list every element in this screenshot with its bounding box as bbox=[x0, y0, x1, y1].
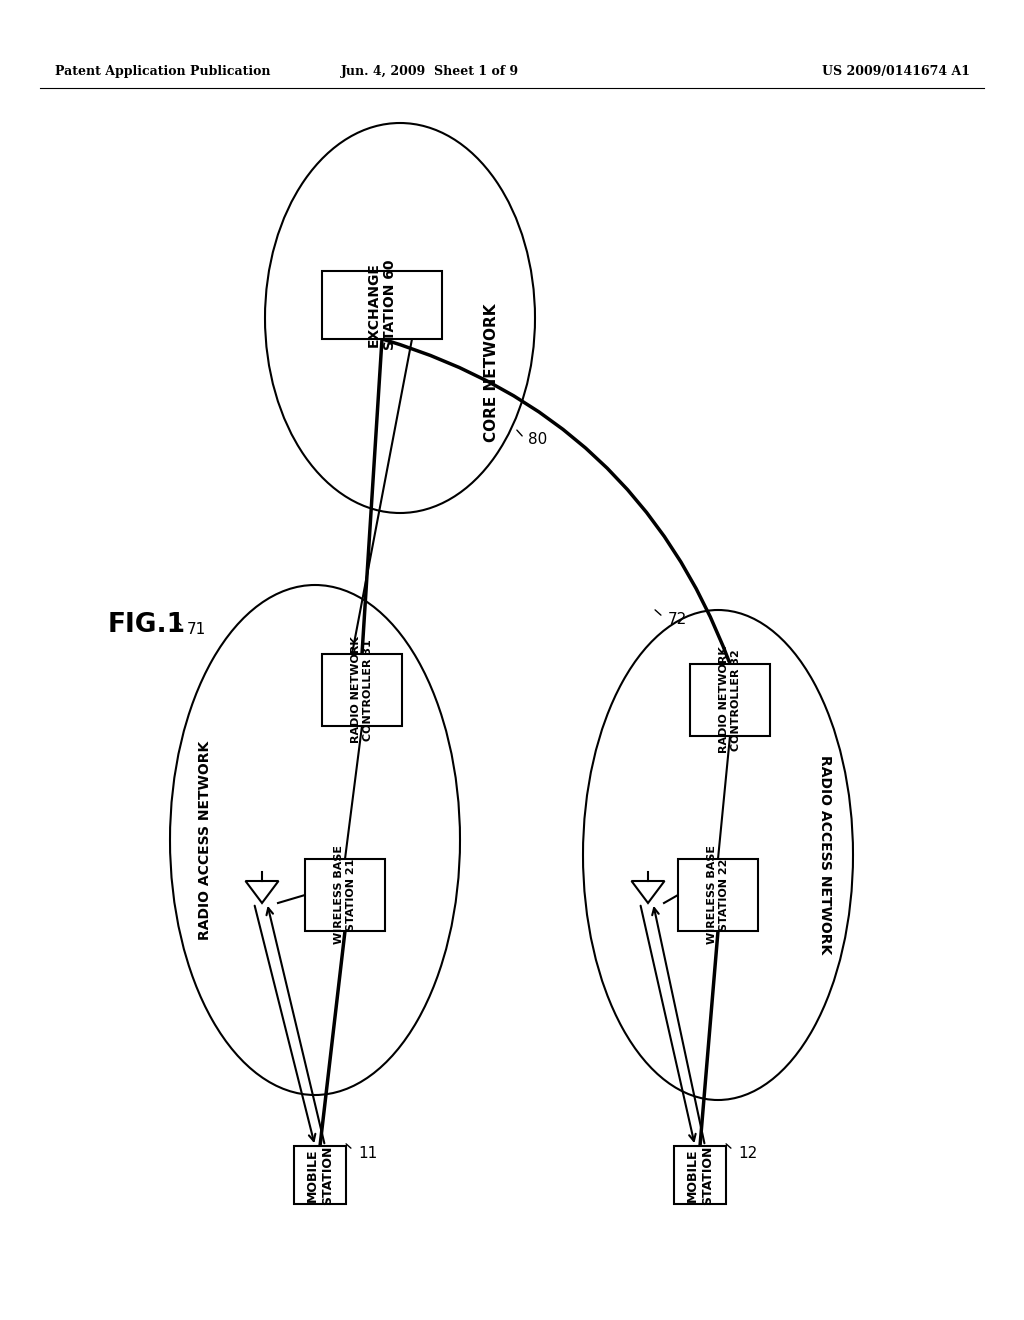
Text: 12: 12 bbox=[738, 1146, 758, 1160]
Text: MOBILE
STATION: MOBILE STATION bbox=[306, 1146, 334, 1205]
FancyBboxPatch shape bbox=[305, 859, 385, 931]
Text: Patent Application Publication: Patent Application Publication bbox=[55, 66, 270, 78]
Text: MOBILE
STATION: MOBILE STATION bbox=[686, 1146, 714, 1205]
Text: EXCHANGE
STATION 60: EXCHANGE STATION 60 bbox=[367, 260, 397, 350]
Text: RADIO NETWORK
CONTROLLER 32: RADIO NETWORK CONTROLLER 32 bbox=[719, 647, 740, 754]
Text: RADIO NETWORK
CONTROLLER 31: RADIO NETWORK CONTROLLER 31 bbox=[351, 636, 373, 743]
Text: US 2009/0141674 A1: US 2009/0141674 A1 bbox=[822, 66, 970, 78]
Text: WIRELESS BASE
STATION 21: WIRELESS BASE STATION 21 bbox=[334, 846, 355, 945]
Text: 71: 71 bbox=[187, 623, 206, 638]
Text: 11: 11 bbox=[358, 1146, 377, 1160]
FancyBboxPatch shape bbox=[690, 664, 770, 737]
Text: RADIO ACCESS NETWORK: RADIO ACCESS NETWORK bbox=[818, 755, 831, 954]
Text: RADIO ACCESS NETWORK: RADIO ACCESS NETWORK bbox=[198, 741, 212, 940]
Text: 72: 72 bbox=[668, 612, 687, 627]
FancyArrowPatch shape bbox=[385, 339, 729, 661]
Text: WIRELESS BASE
STATION 22: WIRELESS BASE STATION 22 bbox=[708, 846, 729, 945]
Text: FIG.1: FIG.1 bbox=[108, 612, 186, 638]
FancyBboxPatch shape bbox=[322, 653, 402, 726]
Text: Jun. 4, 2009  Sheet 1 of 9: Jun. 4, 2009 Sheet 1 of 9 bbox=[341, 66, 519, 78]
FancyBboxPatch shape bbox=[322, 271, 442, 339]
FancyBboxPatch shape bbox=[674, 1146, 726, 1204]
FancyBboxPatch shape bbox=[678, 859, 758, 931]
FancyBboxPatch shape bbox=[294, 1146, 346, 1204]
Text: CORE NETWORK: CORE NETWORK bbox=[484, 304, 500, 442]
Text: 80: 80 bbox=[528, 433, 547, 447]
